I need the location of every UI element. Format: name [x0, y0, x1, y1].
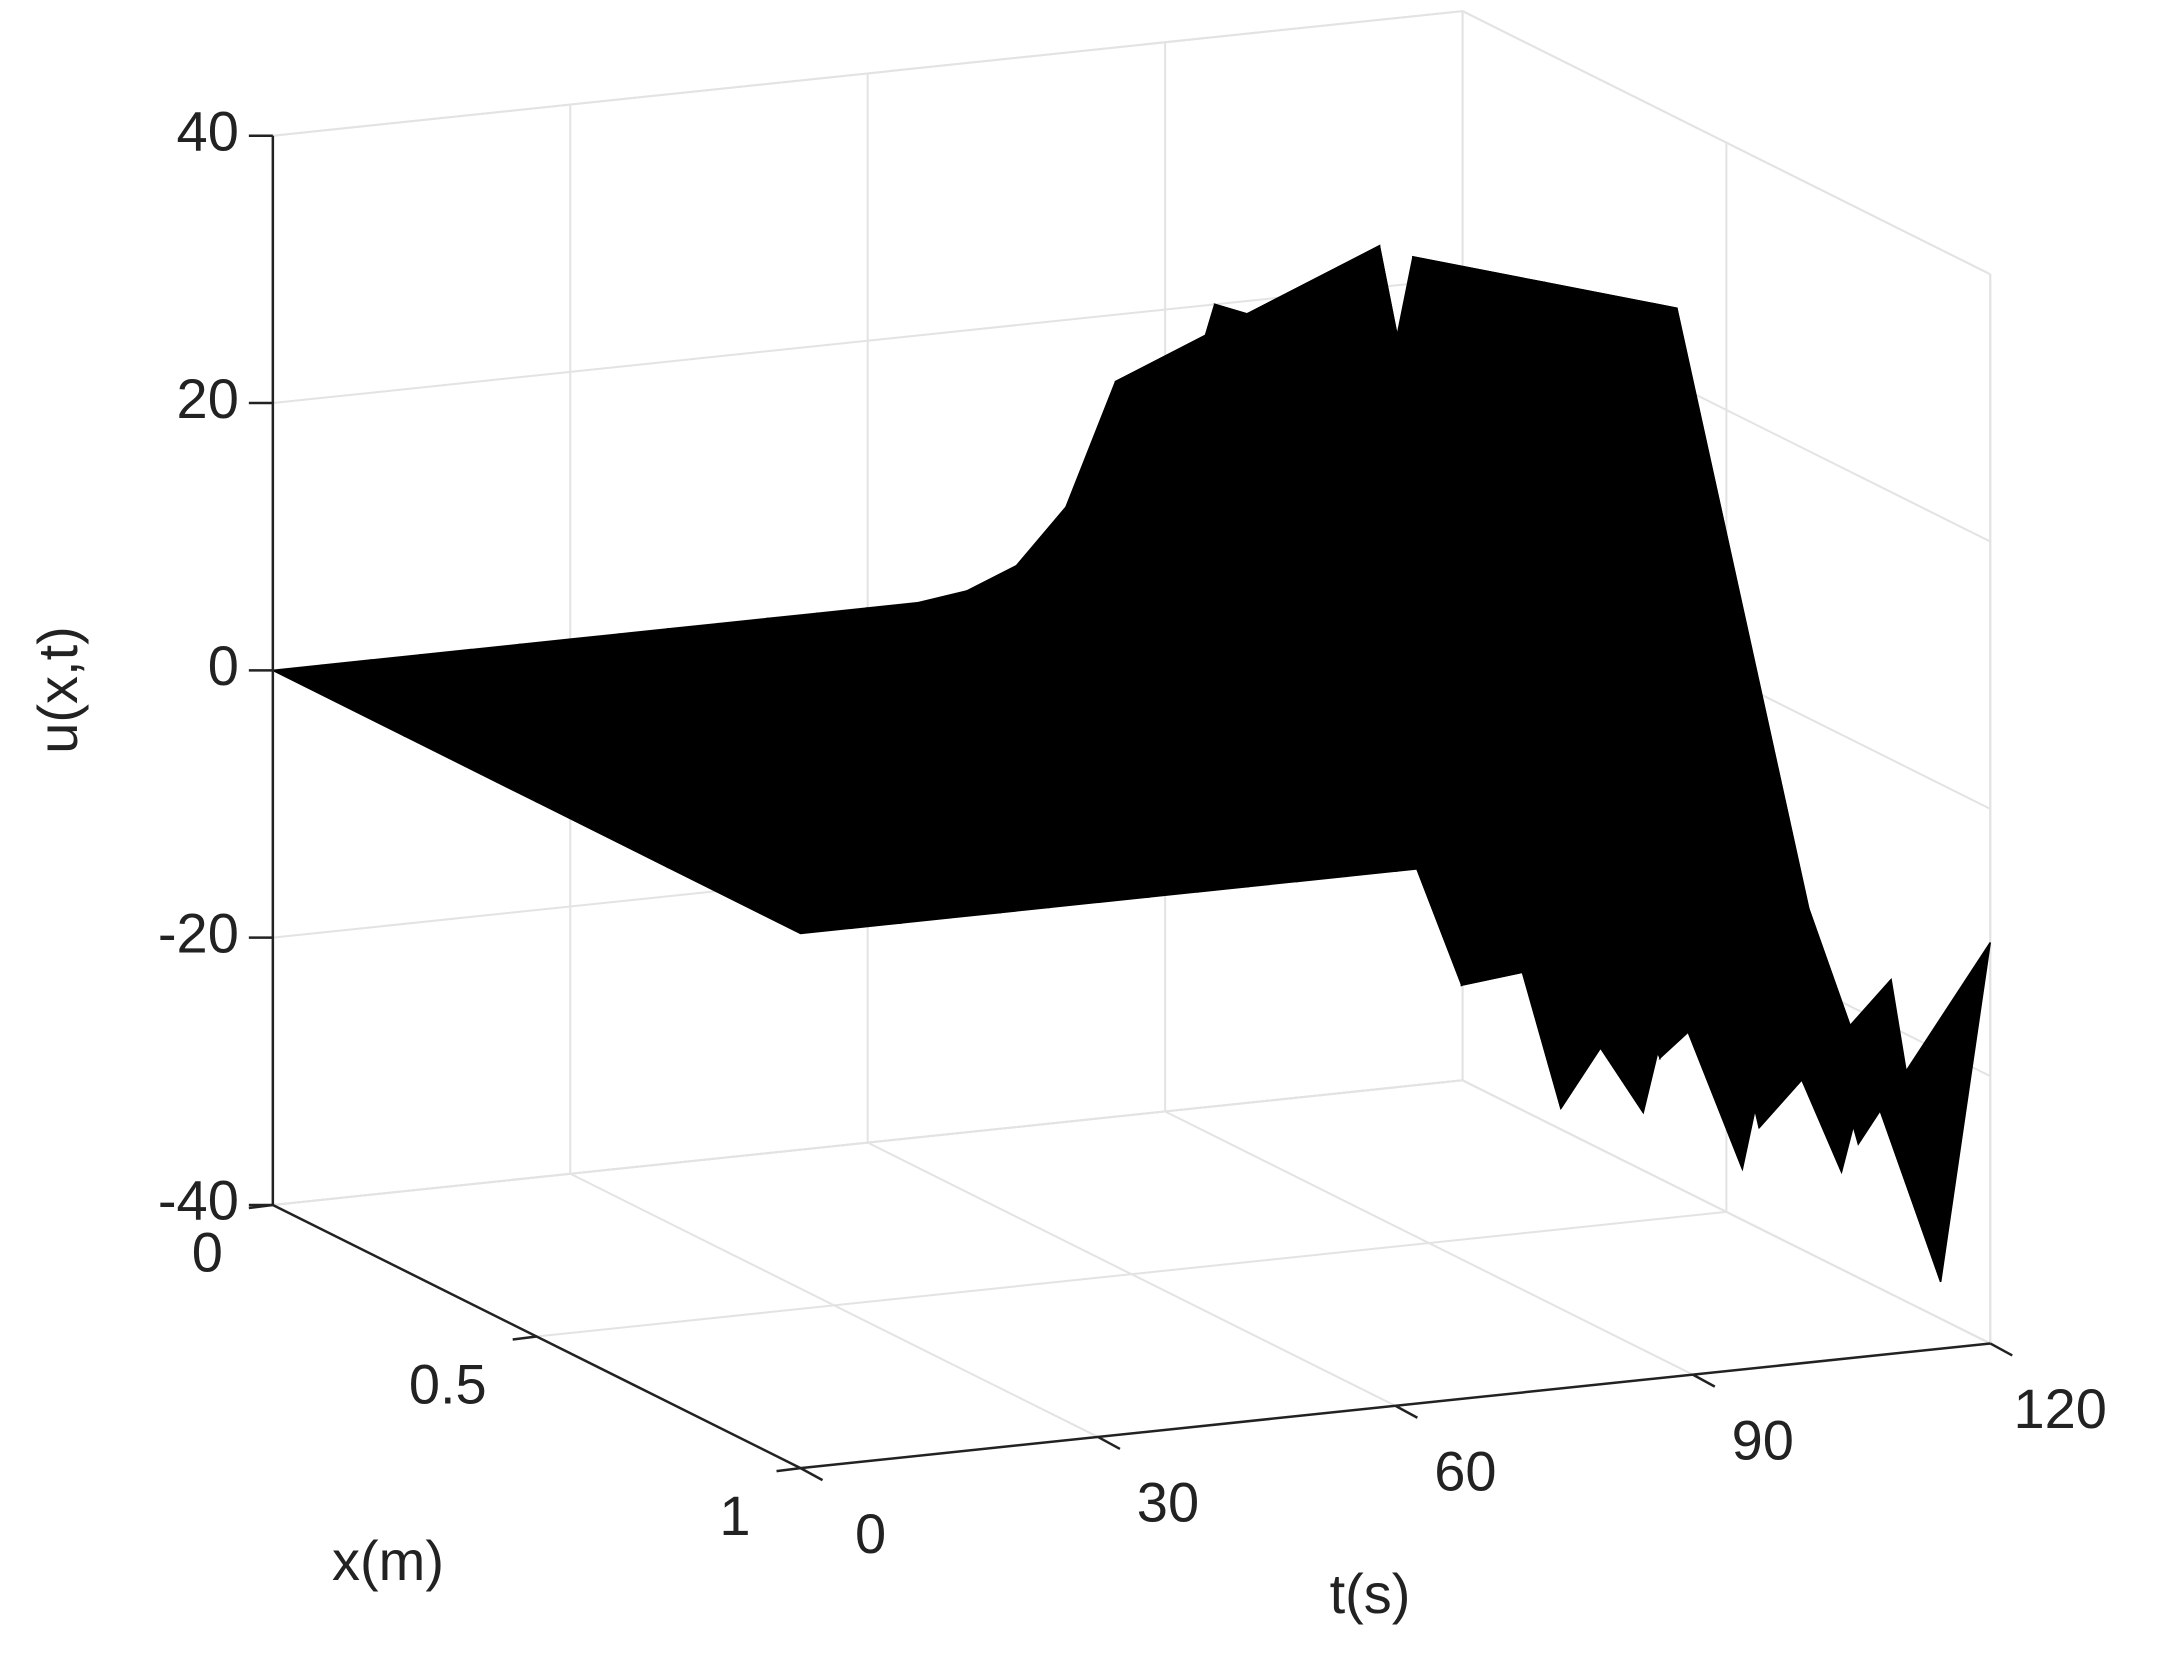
t-tick-label: 60 — [1434, 1440, 1496, 1503]
tick-mark — [248, 1203, 274, 1210]
u-tick-label: 40 — [177, 100, 239, 163]
t-tick-label: 0 — [855, 1502, 886, 1565]
x-tick-label: 0 — [192, 1221, 223, 1284]
grid-line — [272, 277, 1463, 405]
u-tick-label: -40 — [158, 1169, 239, 1232]
u-tick-label: -20 — [158, 901, 239, 964]
t-axis-label: t(s) — [1330, 1562, 1411, 1625]
x-tick-label: 1 — [719, 1484, 750, 1547]
tick-mark — [1692, 1373, 1716, 1388]
x-axis-label: x(m) — [332, 1529, 444, 1592]
grid-line — [1462, 10, 1991, 276]
surface-patch — [665, 861, 853, 935]
tick-mark — [1989, 1342, 2013, 1357]
x-axis — [272, 1203, 802, 1470]
t-tick-label: 30 — [1137, 1471, 1199, 1534]
u-tick-label: 0 — [208, 634, 239, 697]
t-tick-label: 90 — [1732, 1408, 1794, 1471]
tick-mark — [1097, 1435, 1121, 1451]
surface — [270, 244, 1991, 1283]
u-axis-label: u(x,t) — [26, 626, 89, 754]
tick-mark — [799, 1467, 824, 1482]
axes-layer: -40 -20 0 20 40 0 0.5 1 0 30 60 90 120 — [158, 100, 2107, 1565]
grid-line — [1462, 1079, 1991, 1345]
u-tick-label: 20 — [177, 367, 239, 430]
t-tick-label: 120 — [2014, 1377, 2107, 1440]
tick-mark — [512, 1335, 537, 1341]
grid-line — [536, 1210, 1727, 1338]
t-axis — [800, 1342, 1991, 1470]
tick-mark — [1394, 1404, 1418, 1419]
x-tick-label: 0.5 — [409, 1352, 487, 1415]
grid-line — [272, 1079, 1463, 1206]
tick-mark — [776, 1466, 801, 1473]
grid-line — [272, 10, 1463, 137]
